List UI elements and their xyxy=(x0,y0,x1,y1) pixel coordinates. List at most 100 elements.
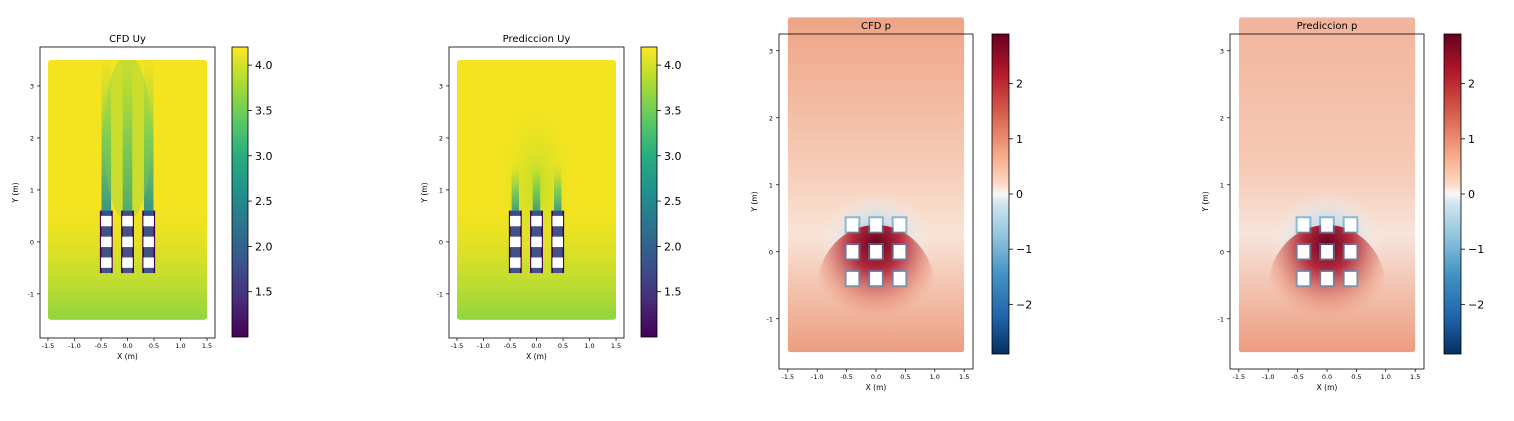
colorbar-tick-label: −1 xyxy=(1468,243,1484,256)
y-tick-label: -1 xyxy=(767,315,773,323)
column-edge xyxy=(111,210,113,274)
x-tick-label: 1.0 xyxy=(175,342,185,350)
obstacle xyxy=(100,236,112,248)
obstacle xyxy=(846,218,859,232)
obstacle xyxy=(509,257,521,268)
y-tick-label: -1 xyxy=(437,290,443,298)
obstacle xyxy=(100,257,112,268)
x-tick-label: 0.0 xyxy=(122,342,132,350)
field-image xyxy=(1238,17,1416,353)
obstacle xyxy=(531,236,542,248)
x-tick-label: -1.0 xyxy=(68,342,81,350)
column-edge xyxy=(99,210,102,274)
colorbar-tick-label: 2.5 xyxy=(664,195,682,208)
colorbar-tick-label: 0 xyxy=(1016,188,1023,201)
y-tick-label: 0 xyxy=(769,248,773,256)
y-tick-label: 1 xyxy=(439,186,443,194)
colorbar xyxy=(231,46,249,338)
column-edge xyxy=(153,210,156,274)
x-tick-label: 1.5 xyxy=(202,342,212,350)
x-tick-label: 0.0 xyxy=(531,342,541,350)
field-image xyxy=(47,59,208,320)
x-tick-label: -1.0 xyxy=(1262,373,1275,381)
x-tick-label: 0.5 xyxy=(149,342,159,350)
x-tick-label: -1.0 xyxy=(811,373,824,381)
wake-streak xyxy=(122,59,133,216)
colorbar-tick-label: −2 xyxy=(1016,298,1032,311)
column-edge xyxy=(121,210,123,274)
y-tick-label: 3 xyxy=(439,82,443,90)
x-tick-label: 1.0 xyxy=(1381,373,1391,381)
colorbar-tick-label: 0 xyxy=(1468,188,1475,201)
x-tick-label: 0.0 xyxy=(871,373,881,381)
obstacle xyxy=(1321,218,1333,232)
colorbar-tick-label: 1.5 xyxy=(664,286,682,299)
wake-core xyxy=(103,59,152,222)
y-tick-label: 1 xyxy=(30,186,34,194)
chart-panel-2: Prediccion Uy -1.5 -1.0 -0.5 0.0 0.5 1.0 1.5 -1 0… xyxy=(420,34,682,361)
charts-root: CFD Uy -1.5 -1.0 -0.5 0.0 0.5 1.0 1.5 -1 0 1 2 3 X (m… xyxy=(11,17,1484,392)
x-tick-label: -0.5 xyxy=(504,342,517,350)
obstacle xyxy=(122,257,133,268)
colorbar-tick-label: 2.5 xyxy=(255,195,273,208)
obstacle xyxy=(870,271,882,286)
x-tick-label: 1.0 xyxy=(930,373,940,381)
obstacle xyxy=(100,215,112,227)
colorbar-tick-label: 4.0 xyxy=(255,59,273,72)
x-tick-label: -1.5 xyxy=(781,373,794,381)
colorbar-tick-label: 2.0 xyxy=(255,240,273,253)
obstacle xyxy=(870,218,882,232)
x-tick-label: 1.0 xyxy=(584,342,594,350)
x-tick-label: 0.5 xyxy=(900,373,910,381)
colorbar-tick-label: 1 xyxy=(1468,133,1475,146)
colorbar-tick-label: 2.0 xyxy=(664,240,682,253)
chart-title: Prediccion Uy xyxy=(503,34,571,45)
x-axis-label: X (m) xyxy=(526,352,547,361)
x-axis-label: X (m) xyxy=(866,383,887,392)
x-tick-label: 1.5 xyxy=(611,342,621,350)
colorbar-tick-label: 3.0 xyxy=(664,150,682,163)
obstacle xyxy=(1344,218,1357,232)
field-image xyxy=(787,17,965,353)
column-edge xyxy=(562,210,565,274)
chart-title: Prediccion p xyxy=(1297,21,1358,32)
obstacle xyxy=(143,257,155,268)
y-tick-label: 0 xyxy=(30,238,34,246)
x-tick-label: 1.5 xyxy=(1410,373,1420,381)
wake-streak xyxy=(532,163,541,216)
obstacle xyxy=(1344,245,1357,259)
colorbar-tick-label: 3.5 xyxy=(255,104,273,117)
y-tick-label: -1 xyxy=(28,290,34,298)
wake-streak xyxy=(511,163,519,216)
x-tick-label: 0.5 xyxy=(558,342,568,350)
y-axis-label: Y (m) xyxy=(420,182,429,203)
wake-streak xyxy=(143,59,154,216)
y-axis-label: Y (m) xyxy=(1201,191,1210,212)
colorbar xyxy=(1443,33,1462,355)
obstacle xyxy=(893,271,906,286)
obstacle xyxy=(1344,271,1357,286)
y-tick-label: 3 xyxy=(769,47,773,55)
obstacle xyxy=(122,215,133,227)
x-tick-label: 0.5 xyxy=(1351,373,1361,381)
obstacle xyxy=(1321,271,1333,286)
obstacle xyxy=(846,271,859,286)
column-edge xyxy=(530,210,532,274)
y-tick-label: 3 xyxy=(1220,47,1224,55)
x-tick-label: -0.5 xyxy=(95,342,108,350)
colorbar xyxy=(640,46,658,338)
x-axis-label: X (m) xyxy=(1317,383,1338,392)
obstacle xyxy=(870,245,882,259)
y-tick-label: 2 xyxy=(439,134,443,142)
obstacle xyxy=(143,236,155,248)
column-edge xyxy=(132,210,134,274)
column-edge xyxy=(520,210,522,274)
y-tick-label: 2 xyxy=(30,134,34,142)
obstacle xyxy=(509,236,521,248)
x-axis-label: X (m) xyxy=(117,352,138,361)
obstacle xyxy=(1297,218,1310,232)
chart-title: CFD Uy xyxy=(109,34,146,45)
x-tick-label: 0.0 xyxy=(1322,373,1332,381)
colorbar-tick-label: −1 xyxy=(1016,243,1032,256)
obstacle xyxy=(893,245,906,259)
